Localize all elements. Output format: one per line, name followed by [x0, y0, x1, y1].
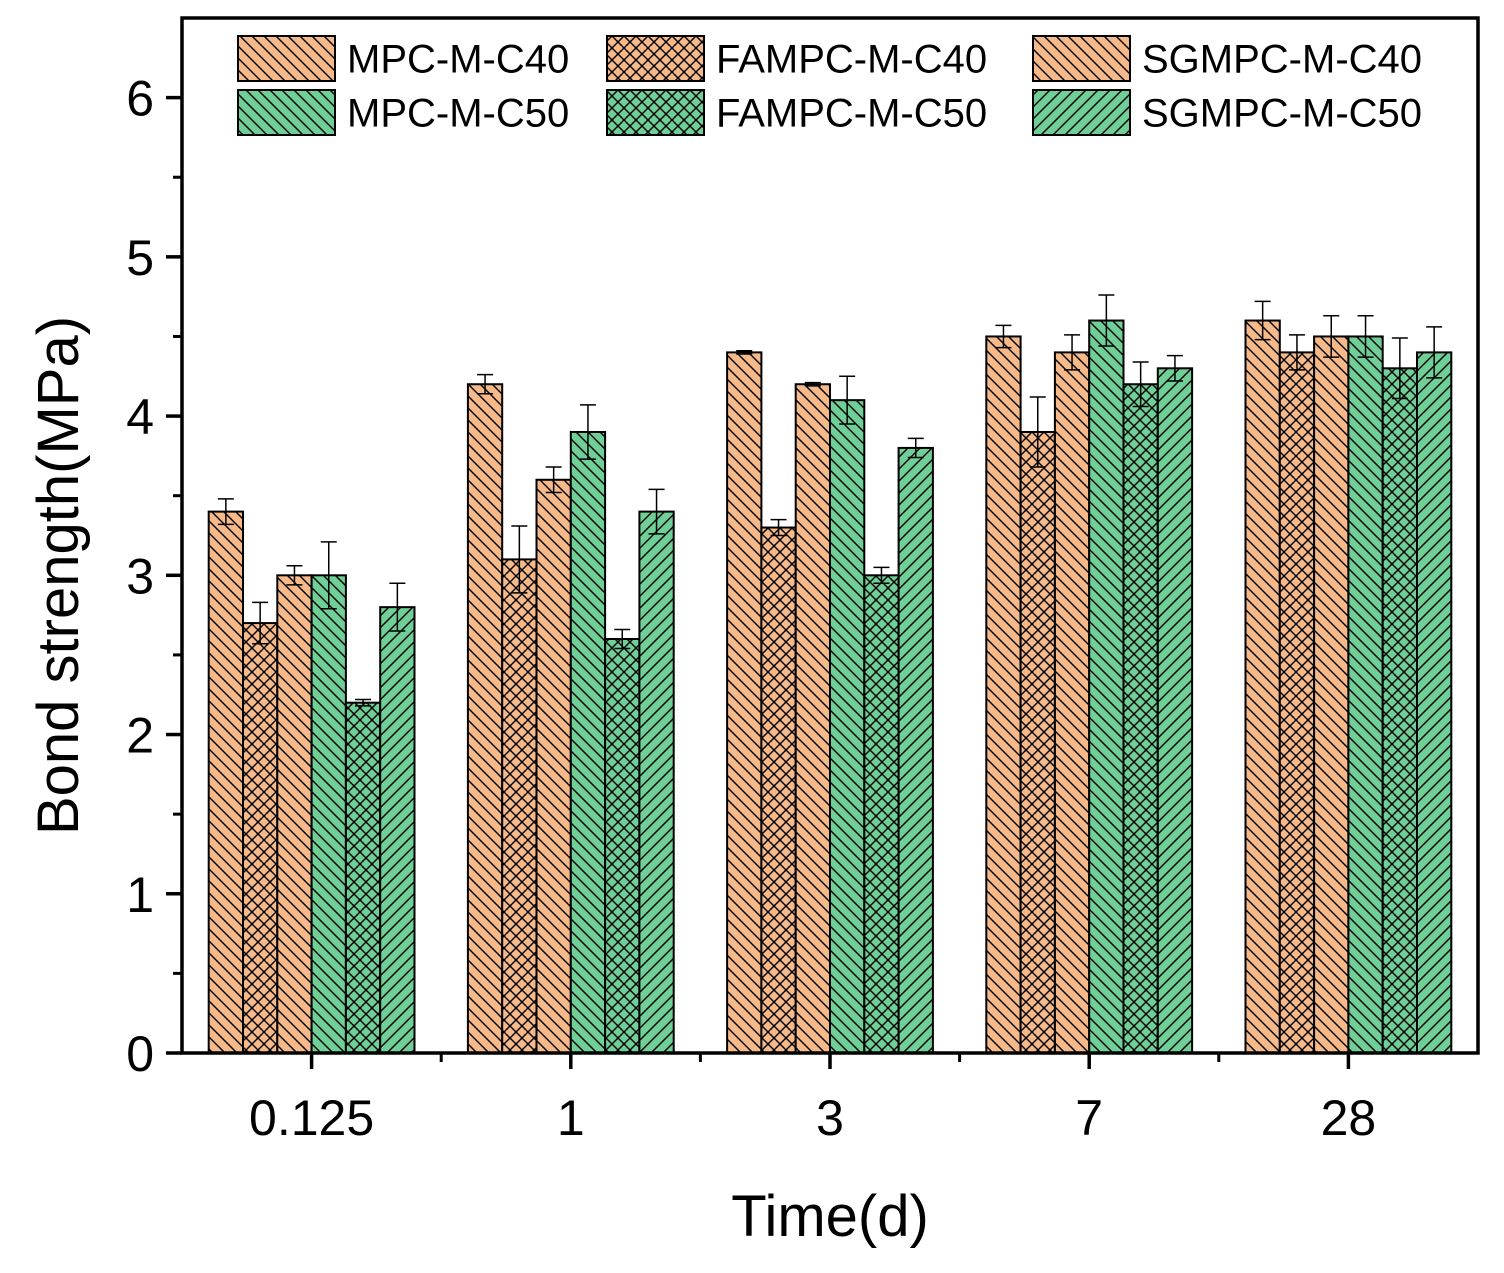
- bar-fampc-m-c40-1: [501, 558, 538, 1055]
- bar-sgmpc-m-c50-3: [897, 446, 934, 1054]
- x-tick-label: 0.125: [249, 1090, 374, 1146]
- error-bar: [907, 437, 924, 459]
- x-tick-label: 1: [557, 1090, 585, 1146]
- legend-item: SGMPC-M-C50: [1032, 89, 1422, 136]
- error-bar: [389, 582, 406, 632]
- x-tick-label: 7: [1075, 1090, 1103, 1146]
- legend-item: FAMPC-M-C40: [606, 35, 987, 82]
- error-bar: [1288, 334, 1305, 371]
- bar-sgmpc-m-c50-0_125: [379, 606, 416, 1055]
- bar-sgmpc-m-c40-0_125: [276, 574, 313, 1054]
- error-bar: [648, 488, 665, 535]
- legend-swatch: [1032, 89, 1131, 136]
- bar-sgmpc-m-c40-3: [794, 383, 832, 1054]
- legend-swatch: [237, 89, 336, 136]
- bar-fampc-m-c40-7: [1019, 431, 1056, 1054]
- axes-layer: 0 1 2 3 4 5 6 0.125 1 3 7 28: [126, 16, 1480, 1146]
- error-bar: [320, 541, 337, 610]
- error-bar: [1391, 337, 1408, 400]
- bar-mpc-m-c50-28: [1347, 335, 1384, 1054]
- error-bar: [477, 373, 494, 395]
- bar-fampc-m-c50-7: [1122, 383, 1159, 1054]
- bars-layer: [207, 294, 1453, 1055]
- bar-mpc-m-c40-7: [985, 335, 1022, 1054]
- bar-fampc-m-c40-0_125: [242, 622, 279, 1054]
- bar-fampc-m-c50-0_125: [344, 701, 382, 1054]
- error-bar: [873, 566, 890, 585]
- error-bar: [1323, 315, 1340, 358]
- x-axis-title: Time(d): [731, 1184, 929, 1249]
- error-bar: [217, 498, 234, 526]
- legend-item: FAMPC-M-C50: [606, 89, 987, 136]
- x-tick-label: 28: [1321, 1090, 1377, 1146]
- error-bar: [1132, 361, 1149, 408]
- error-bar: [286, 565, 303, 586]
- bar-sgmpc-m-c40-28: [1313, 335, 1350, 1054]
- error-bar: [770, 518, 787, 537]
- bar-sgmpc-m-c40-1: [535, 478, 572, 1054]
- legend-swatch: [1032, 35, 1131, 82]
- error-bar: [736, 350, 753, 355]
- error-bar: [545, 466, 562, 494]
- y-tick-label: 2: [126, 708, 154, 764]
- error-bar: [511, 525, 528, 594]
- bar-fampc-m-c50-3: [863, 574, 900, 1054]
- error-bar: [1098, 294, 1115, 347]
- bar-mpc-m-c50-3: [829, 399, 866, 1054]
- bar-fampc-m-c40-3: [760, 526, 797, 1054]
- legend-swatch: [237, 35, 336, 82]
- legend-label: SGMPC-M-C40: [1142, 38, 1422, 82]
- legend-item: MPC-M-C50: [237, 89, 569, 136]
- y-tick-label: 3: [126, 548, 154, 604]
- error-bar: [1064, 334, 1081, 371]
- y-axis-title: Bond strength(MPa): [26, 316, 91, 835]
- bar-fampc-m-c50-28: [1381, 367, 1418, 1054]
- x-tick-label: 3: [816, 1090, 844, 1146]
- bar-mpc-m-c50-0_125: [310, 574, 347, 1054]
- error-bar: [1254, 300, 1271, 341]
- bar-sgmpc-m-c50-28: [1416, 351, 1453, 1054]
- legend-swatch: [606, 35, 705, 82]
- y-tick-label: 5: [126, 230, 154, 286]
- error-bar: [1426, 326, 1443, 379]
- bar-fampc-m-c40-28: [1278, 351, 1316, 1054]
- legend: MPC-M-C40 FAMPC-M-C40 SGMPC-M-C40 MPC-M-C50…: [237, 35, 1422, 136]
- y-tick-label: 0: [126, 1026, 154, 1082]
- error-bar: [579, 404, 596, 460]
- legend-label: FAMPC-M-C50: [716, 92, 987, 136]
- legend-item: MPC-M-C40: [237, 35, 569, 82]
- error-bar: [995, 324, 1012, 349]
- bar-mpc-m-c40-1: [466, 383, 504, 1054]
- y-tick-label: 1: [126, 867, 154, 923]
- bar-fampc-m-c50-1: [604, 638, 641, 1054]
- error-bar: [839, 375, 856, 425]
- error-bar: [252, 601, 269, 645]
- error-bar: [1357, 315, 1374, 358]
- bar-mpc-m-c50-1: [569, 431, 607, 1054]
- bar-mpc-m-c50-7: [1088, 319, 1125, 1054]
- bar-mpc-m-c40-28: [1244, 319, 1281, 1054]
- legend-label: MPC-M-C40: [347, 38, 569, 82]
- bar-mpc-m-c40-3: [726, 351, 763, 1054]
- error-bar: [1166, 354, 1183, 382]
- legend-swatch: [606, 89, 705, 136]
- legend-label: SGMPC-M-C50: [1142, 92, 1422, 136]
- legend-item: SGMPC-M-C40: [1032, 35, 1422, 82]
- error-bar: [614, 628, 631, 650]
- error-bar: [355, 698, 372, 707]
- y-tick-label: 4: [126, 389, 154, 445]
- bar-sgmpc-m-c50-7: [1156, 367, 1194, 1054]
- bar-sgmpc-m-c50-1: [638, 510, 675, 1055]
- bar-mpc-m-c40-0_125: [207, 510, 244, 1055]
- error-bar: [1029, 396, 1046, 468]
- error-bar: [804, 381, 821, 387]
- legend-label: MPC-M-C50: [347, 92, 569, 136]
- y-tick-label: 6: [126, 71, 154, 127]
- legend-label: FAMPC-M-C40: [716, 38, 987, 82]
- bar-sgmpc-m-c40-7: [1053, 351, 1091, 1054]
